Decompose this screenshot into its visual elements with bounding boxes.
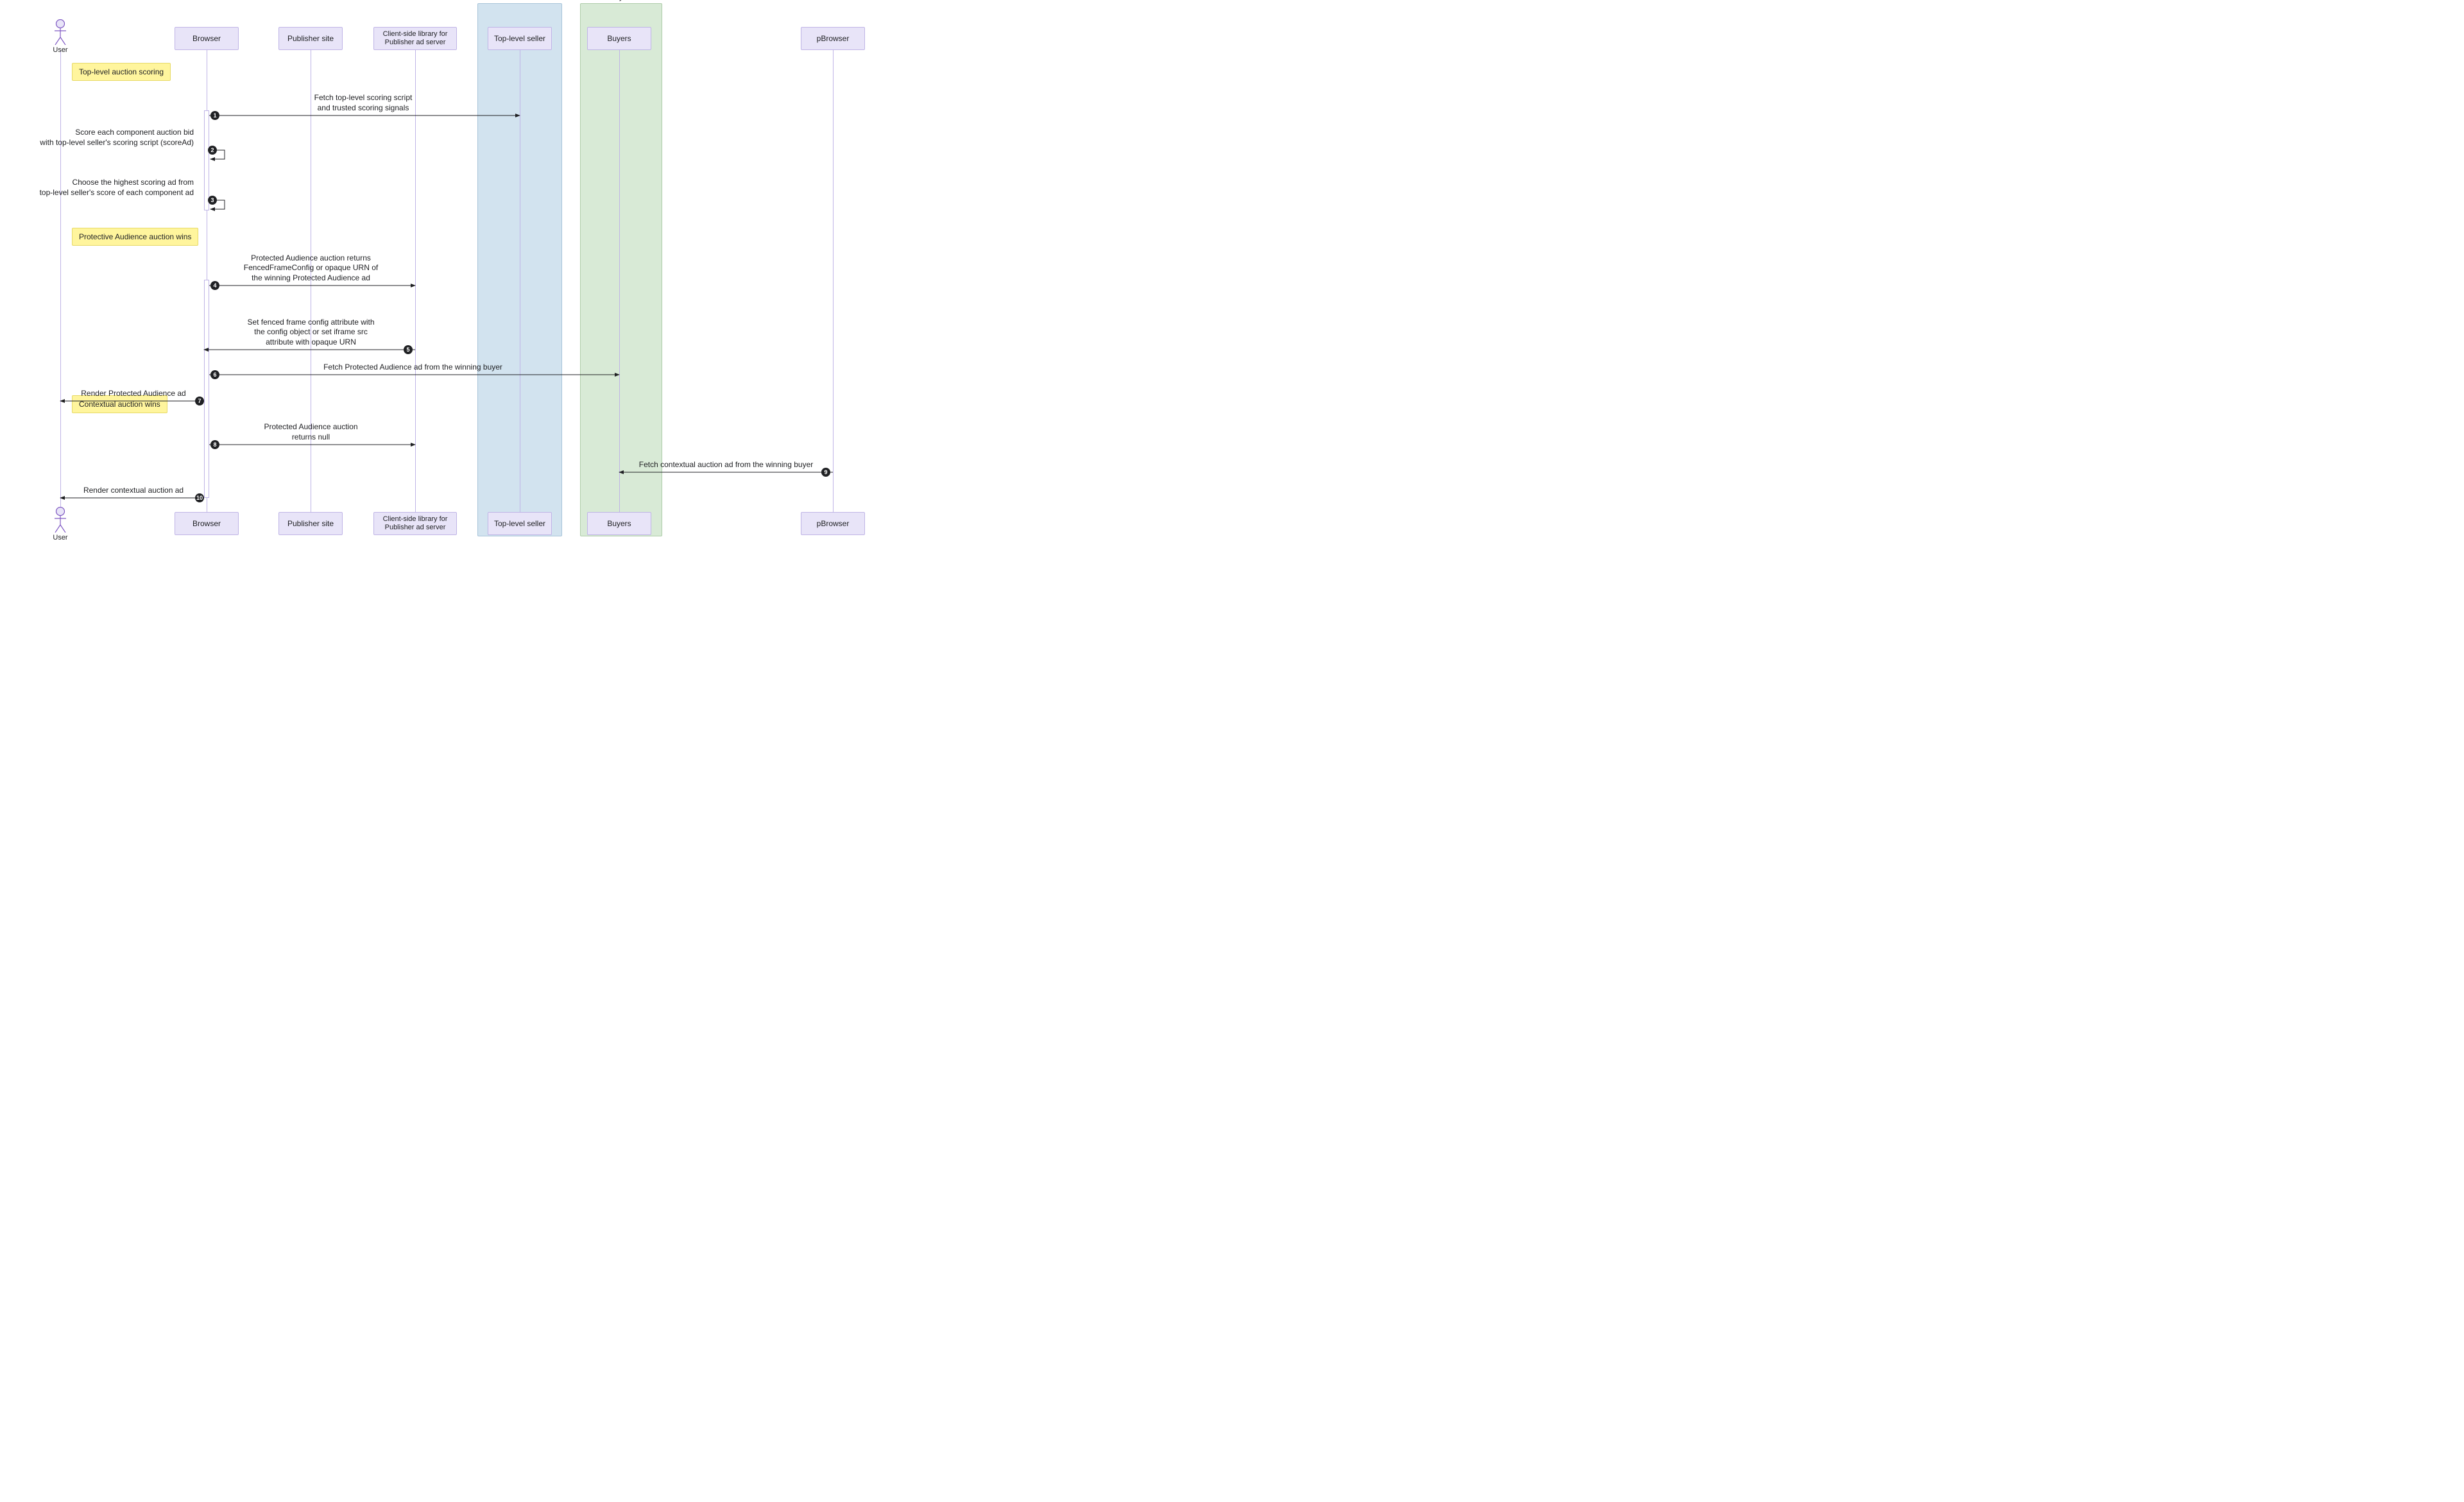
lifeline-buyers: [619, 50, 620, 512]
participant-buyers: Buyers: [587, 512, 651, 535]
sequence-diagram: Sellers Buyers User User Browser Browser Publi…: [0, 0, 986, 601]
participant-pbrowser: pBrowser: [801, 27, 865, 50]
actor-icon: [54, 507, 67, 533]
message-text: Fetch contextual auction ad from the win…: [611, 460, 842, 470]
participant-browser: Browser: [175, 512, 239, 535]
participant-pbrowser: pBrowser: [801, 512, 865, 535]
participant-clientlib: Client-side library forPublisher ad serv…: [373, 512, 457, 535]
group-label: Buyers: [590, 0, 654, 1]
activation-bar: [204, 110, 209, 210]
participant-browser: Browser: [175, 27, 239, 50]
participant-pubsite: Publisher site: [278, 512, 343, 535]
participant-pubsite: Publisher site: [278, 27, 343, 50]
seq-num: 2: [208, 146, 217, 155]
actor-icon: [54, 19, 67, 45]
lifeline-user: [60, 50, 61, 512]
participant-buyers: Buyers: [587, 27, 651, 50]
group-buyers_g: Buyers: [580, 3, 662, 536]
participant-tlseller: Top-level seller: [488, 512, 552, 535]
group-label: Sellers: [488, 0, 552, 1]
message-text: Render contextual auction ad: [18, 486, 249, 496]
actor-label: User: [47, 46, 73, 54]
seq-num: 6: [210, 370, 219, 379]
message-text: Score each component auction bidwith top…: [0, 128, 194, 148]
message-text: Set fenced frame config attribute withth…: [196, 318, 427, 348]
message-text: Choose the highest scoring ad fromtop-le…: [0, 178, 194, 198]
participant-tlseller: Top-level seller: [488, 27, 552, 50]
seq-num: 1: [210, 111, 219, 120]
message-text: Protected Audience auction returnsFenced…: [196, 253, 427, 284]
message-text: Fetch Protected Audience ad from the win…: [298, 363, 529, 373]
note-n1: Top-level auction scoring: [72, 63, 171, 81]
participant-clientlib: Client-side library forPublisher ad serv…: [373, 27, 457, 50]
actor-label: User: [47, 534, 73, 542]
lifeline-pbrowser: [833, 50, 834, 512]
seq-num: 3: [208, 196, 217, 205]
message-text: Fetch top-level scoring scriptand truste…: [248, 93, 479, 113]
message-text: Protected Audience auctionreturns null: [196, 422, 427, 442]
note-n2: Protective Audience auction wins: [72, 228, 198, 246]
message-text: Render Protected Audience ad: [18, 389, 249, 399]
